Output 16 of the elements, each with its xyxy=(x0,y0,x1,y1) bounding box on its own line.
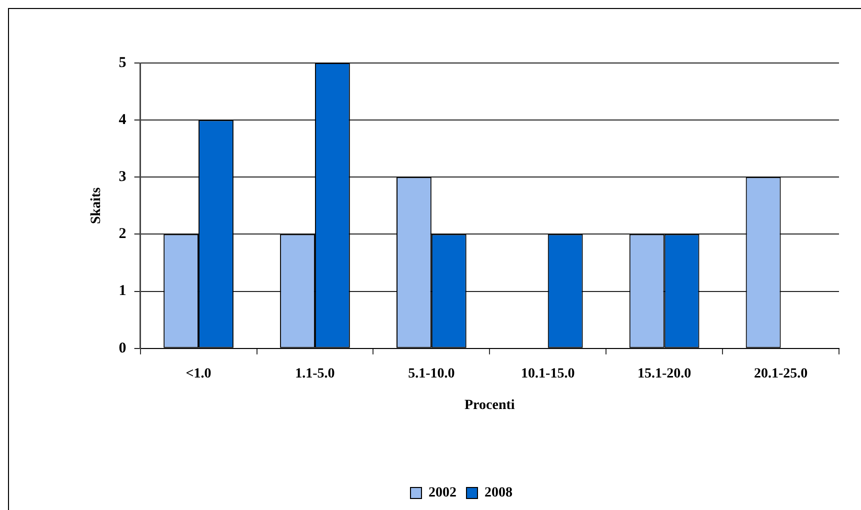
y-tick-label: 5 xyxy=(118,54,126,71)
x-tick-label: 15.1-20.0 xyxy=(637,366,692,382)
x-tick-label: 1.1-5.0 xyxy=(295,366,335,382)
legend-label: 2008 xyxy=(484,486,512,501)
y-tick-label: 1 xyxy=(118,283,126,300)
y-axis-title: Skaits xyxy=(89,186,104,224)
x-tick-label: <1.0 xyxy=(186,366,212,382)
x-tick-label: 10.1-15.0 xyxy=(521,366,575,382)
y-tick-label: 2 xyxy=(118,226,126,242)
legend-label: 2002 xyxy=(428,486,456,501)
y-tick-label: 4 xyxy=(118,112,127,128)
y-tick-label: 0 xyxy=(118,340,126,356)
x-axis-title: Procenti xyxy=(464,398,515,414)
x-tick-label: 5.1-10.0 xyxy=(408,366,455,382)
x-tick-label: 20.1-25.0 xyxy=(754,366,808,382)
y-tick-label: 3 xyxy=(118,169,126,186)
